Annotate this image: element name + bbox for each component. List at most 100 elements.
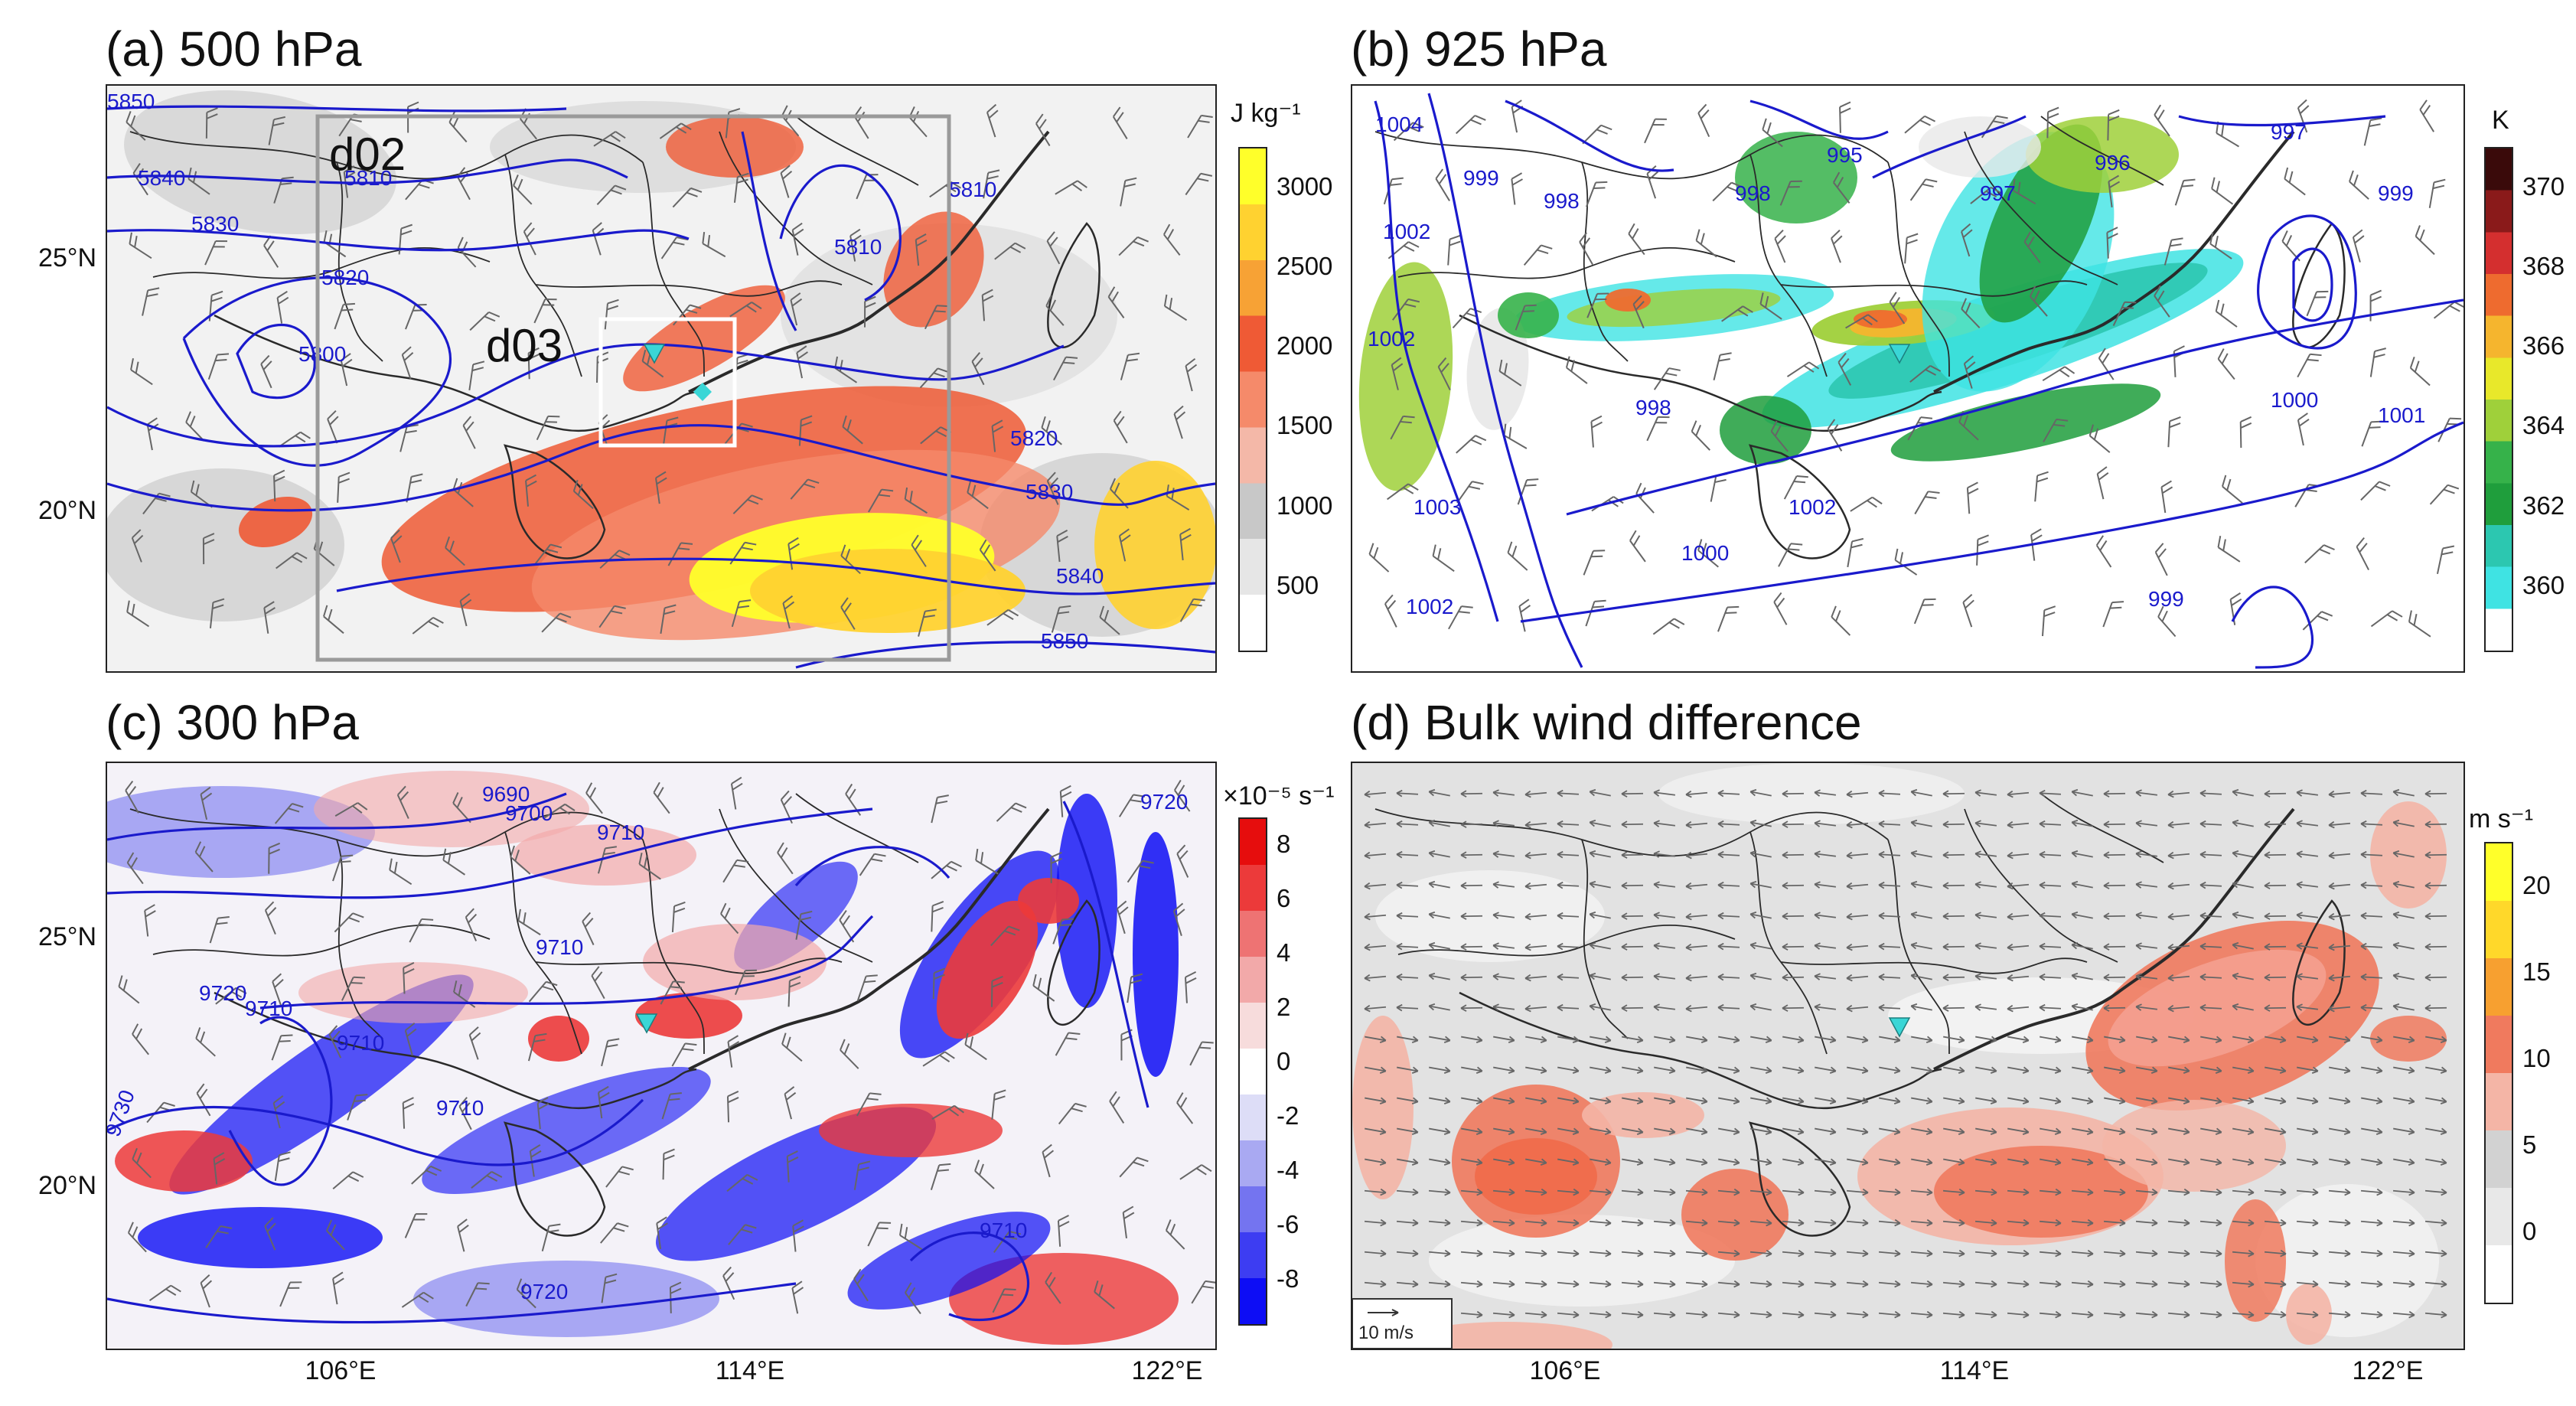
wind-barb-flag <box>545 421 557 423</box>
wind-barb-flag <box>1133 1161 1145 1167</box>
wind-barb-flag <box>1001 1293 1014 1297</box>
wind-barb-flag <box>548 415 560 418</box>
wind-vector-shaft <box>2296 822 2319 827</box>
wind-vector-arrow <box>2232 880 2254 889</box>
wind-vector-head <box>2375 1127 2383 1136</box>
wind-barb-flag <box>1062 361 1075 364</box>
wind-vector-shaft <box>1365 1158 1386 1164</box>
wind-vector-head <box>1476 1188 1483 1196</box>
theta-e-patch <box>1735 132 1857 223</box>
wind-vector-arrow <box>2296 1218 2319 1227</box>
wind-vector-head <box>1782 974 1789 981</box>
wind-barb-staff <box>468 364 474 391</box>
wind-barb-flag <box>1114 482 1120 494</box>
wind-barb-flag <box>870 858 883 863</box>
wind-barb-flag <box>198 846 206 857</box>
province-border-1 <box>1397 925 1736 957</box>
wind-vector-head <box>2279 1127 2287 1136</box>
wind-vector-head <box>1925 1158 1933 1166</box>
wind-vector-arrow <box>1622 1127 1644 1136</box>
wind-barb-staff <box>1118 237 1139 256</box>
wind-barb-flag <box>211 290 223 296</box>
contour-label: 997 <box>1980 181 2016 205</box>
wind-vector-head <box>2296 973 2303 980</box>
wind-vector-arrow <box>1460 1249 1483 1258</box>
wind-vector-arrow <box>2103 912 2126 920</box>
wind-vector-arrow <box>1364 1249 1387 1258</box>
wind-vector-shaft <box>1396 792 1419 795</box>
wind-barb-flag <box>1593 187 1606 190</box>
wind-vector-head <box>1958 1249 1965 1258</box>
wind-vector-shaft <box>1815 1097 1836 1103</box>
wind-vector-head <box>2424 912 2431 920</box>
wind-vector-arrow <box>1557 1127 1580 1136</box>
wind-vector-shaft <box>1396 1281 1419 1286</box>
wind-vector-head <box>1621 882 1628 889</box>
wind-vector-arrow <box>1815 1127 1837 1136</box>
wind-barb-flag <box>842 415 847 427</box>
wind-barb-flag <box>898 1223 903 1236</box>
wind-vector-shaft <box>2361 1127 2382 1134</box>
wind-barb-staff <box>1172 910 1182 937</box>
wind-vector-head <box>2312 1188 2319 1196</box>
wind-vector-shaft <box>1815 1066 1836 1072</box>
wind-barb-flag <box>288 1287 300 1289</box>
wind-barb-flag <box>2214 236 2219 248</box>
wind-barb-flag <box>1179 1097 1188 1108</box>
wind-barb-flag <box>992 419 1003 427</box>
wind-vector-head <box>1412 1280 1419 1288</box>
wind-vector-shaft <box>1749 1251 1772 1255</box>
wind-barb-staff <box>600 1222 618 1244</box>
wind-barb-flag <box>1466 312 1478 318</box>
wind-vector-arrow <box>1910 1249 1933 1258</box>
wind-vector-arrow <box>1364 1188 1387 1196</box>
wind-barb-flag <box>638 852 643 865</box>
wind-barb-staff <box>1056 536 1061 563</box>
wind-vector-shaft <box>1814 1281 1837 1286</box>
pressure-contour-6 <box>1520 421 2464 623</box>
wind-barb-flag <box>537 1097 549 1104</box>
wind-barb <box>1173 405 1186 439</box>
wind-barb <box>672 187 703 208</box>
wind-barb-flag <box>610 610 623 615</box>
wind-vector-shaft <box>2072 1097 2093 1103</box>
wind-barb-staff <box>791 1287 799 1314</box>
wind-barb <box>1046 471 1059 505</box>
wind-barb-flag <box>2359 543 2368 553</box>
wind-vector-head <box>2247 1066 2255 1075</box>
wind-vector-arrow <box>1557 1036 1580 1044</box>
wind-barb-flag <box>1714 478 1727 484</box>
wind-vector-arrow <box>1782 1036 1805 1044</box>
panel-b-colorbar-unit: K <box>2492 106 2509 135</box>
wind-vector-arrow <box>2392 850 2415 858</box>
wind-vector-head <box>1508 1066 1515 1075</box>
wind-barb <box>2429 484 2460 505</box>
wind-vector-head <box>1878 881 1885 889</box>
wind-vector-arrow <box>2167 1218 2190 1227</box>
wind-barb-flag <box>786 1036 791 1049</box>
wind-barb-flag <box>1390 183 1402 186</box>
wind-barb-flag <box>330 1224 337 1236</box>
wind-barb <box>1850 496 1883 512</box>
wind-barb <box>445 536 465 566</box>
wind-barb-staff <box>459 600 468 627</box>
wind-vector-head <box>2216 1249 2222 1258</box>
wind-vector-arrow <box>2360 1249 2383 1258</box>
wind-vector-shaft <box>2007 883 2030 888</box>
wind-vector-arrow <box>2199 942 2222 951</box>
wind-barb-flag <box>937 305 949 308</box>
wind-barb-staff <box>2217 546 2241 563</box>
station-diamond-icon <box>693 383 712 401</box>
wind-barb-staff <box>209 918 219 944</box>
wind-barb <box>1437 357 1451 391</box>
wind-barb <box>541 612 572 633</box>
wind-barb <box>1783 475 1808 500</box>
wind-vector-arrow <box>1911 1036 1933 1044</box>
wind-vector-arrow <box>1622 1097 1644 1105</box>
geopotential-contour-5 <box>107 343 1065 448</box>
wind-vector-shaft <box>2039 1312 2062 1316</box>
wind-barb-staff <box>401 1291 425 1308</box>
wind-vector-arrow <box>1814 1218 1837 1227</box>
wind-vector-arrow <box>2264 851 2287 859</box>
wind-barb <box>1041 416 1062 445</box>
